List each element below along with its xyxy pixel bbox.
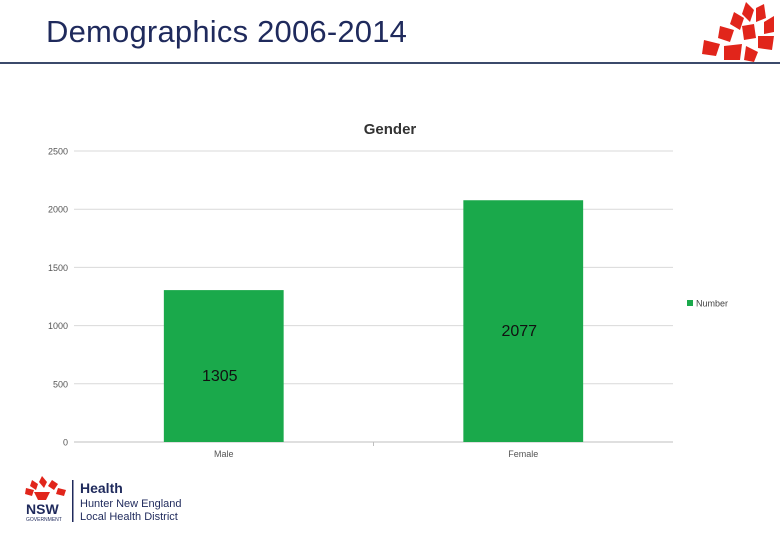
data-label-male: 1305 [202,368,238,385]
nsw-label: NSW [26,501,59,517]
bar-male [163,290,284,442]
bar-female [463,200,584,442]
x-tick-label: Male [214,449,234,459]
waratah-small-icon [25,476,66,500]
logo-district-line2: Local Health District [80,511,178,523]
nsw-health-logo: NSW GOVERNMENT Health Hunter New England… [25,476,182,523]
waratah-logo-icon [702,2,774,62]
y-tick-label: 2000 [48,205,68,215]
x-tick-label: Female [508,449,538,459]
government-label: GOVERNMENT [26,517,62,523]
slide-title: Demographics 2006-2014 [46,14,408,49]
logo-health-text: Health [80,480,123,496]
y-tick-label: 0 [63,438,68,448]
logo-divider [72,480,74,522]
data-label-female: 2077 [501,323,537,340]
chart-title: Gender [364,121,417,138]
gender-chart: Gender 0 500 1000 1500 2000 2500 Male Female 13… [48,121,728,459]
y-tick-label: 1500 [48,263,68,273]
y-tick-label: 500 [53,379,68,389]
logo-district-line1: Hunter New England [80,498,182,510]
legend-swatch [687,300,693,306]
y-tick-label: 1000 [48,321,68,331]
legend-label: Number [696,299,728,309]
title-divider [0,62,780,64]
y-tick-label: 2500 [48,147,68,157]
